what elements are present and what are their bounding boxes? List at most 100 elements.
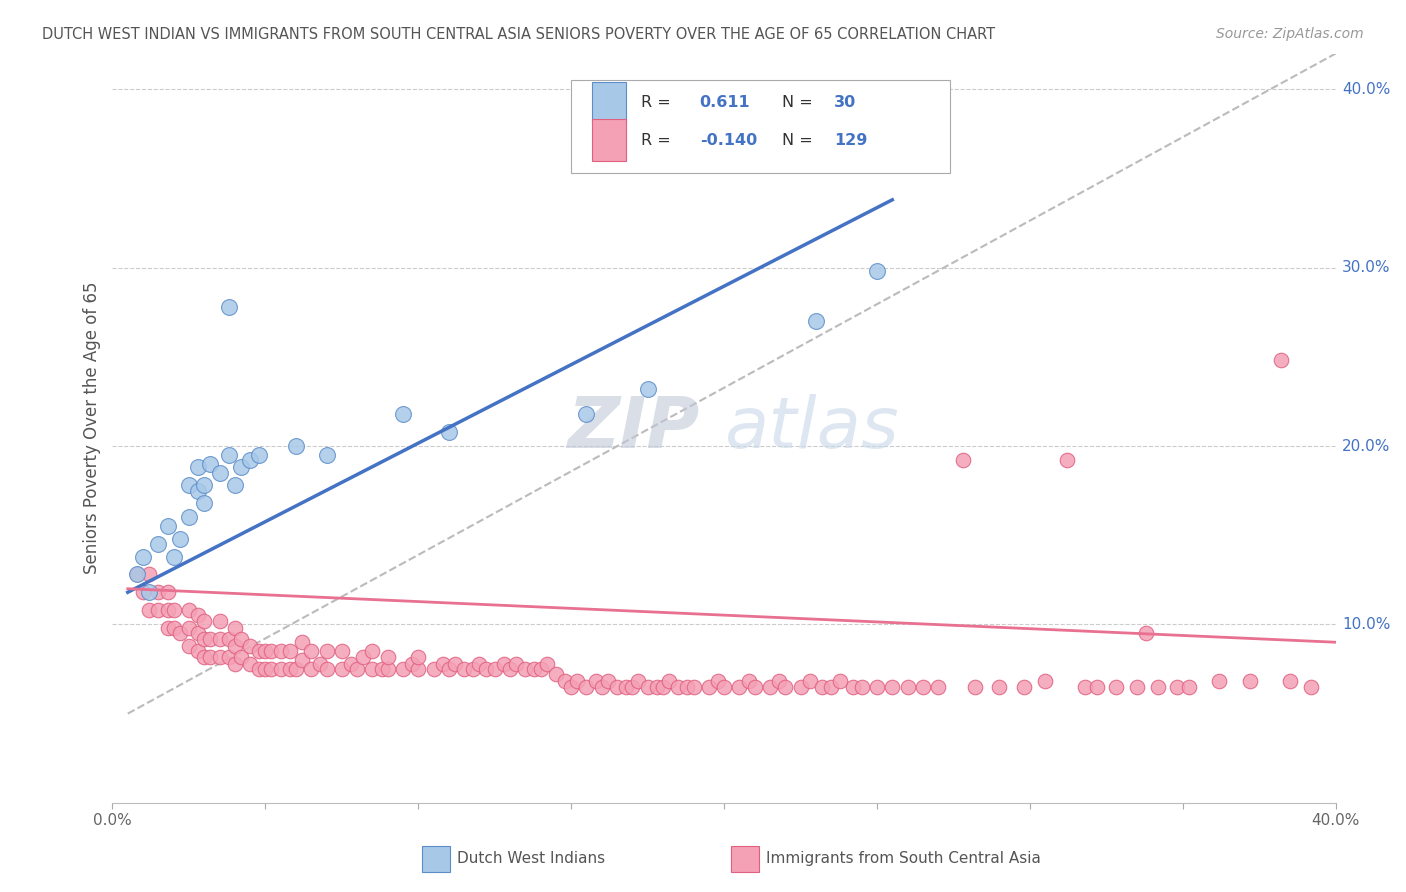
Point — [163, 603, 186, 617]
Point — [963, 680, 986, 694]
Point — [830, 674, 852, 689]
Point — [866, 680, 889, 694]
Point — [408, 662, 430, 676]
Point — [437, 425, 460, 439]
Point — [208, 614, 231, 628]
Point — [309, 657, 332, 671]
Point — [775, 680, 797, 694]
FancyBboxPatch shape — [571, 79, 950, 173]
Point — [156, 585, 179, 599]
Point — [444, 657, 467, 671]
Point — [132, 585, 155, 599]
Point — [499, 662, 522, 676]
Point — [187, 608, 209, 623]
Point — [637, 382, 659, 396]
Point — [125, 567, 148, 582]
Point — [193, 496, 215, 510]
Point — [284, 439, 308, 453]
Point — [193, 649, 215, 664]
Point — [820, 680, 842, 694]
Point — [169, 626, 191, 640]
Point — [224, 657, 246, 671]
Point — [544, 667, 567, 681]
Point — [658, 674, 681, 689]
Point — [284, 662, 308, 676]
Point — [218, 300, 240, 314]
Point — [392, 662, 415, 676]
Point — [432, 657, 454, 671]
Text: 129: 129 — [834, 133, 868, 147]
Point — [291, 653, 314, 667]
Point — [927, 680, 949, 694]
Point — [352, 649, 374, 664]
Point — [536, 657, 558, 671]
Point — [1056, 453, 1078, 467]
Point — [187, 483, 209, 498]
Point — [1208, 674, 1230, 689]
Point — [156, 603, 179, 617]
Point — [208, 649, 231, 664]
Point — [554, 674, 576, 689]
Point — [193, 614, 215, 628]
Point — [224, 478, 246, 492]
Point — [1270, 353, 1292, 368]
Point — [866, 157, 889, 171]
Point — [132, 549, 155, 564]
Point — [453, 662, 475, 676]
Point — [208, 466, 231, 480]
Point — [768, 674, 790, 689]
Text: N =: N = — [782, 133, 813, 147]
Point — [575, 407, 598, 421]
Point — [567, 674, 589, 689]
Point — [239, 453, 262, 467]
Point — [361, 662, 384, 676]
Point — [193, 632, 215, 646]
Point — [492, 657, 515, 671]
Point — [851, 680, 873, 694]
Text: ZIP: ZIP — [568, 393, 700, 463]
Point — [138, 603, 160, 617]
Point — [156, 519, 179, 533]
Point — [187, 644, 209, 658]
Point — [315, 644, 337, 658]
Point — [200, 632, 222, 646]
Point — [799, 674, 821, 689]
Point — [138, 585, 160, 599]
Point — [148, 603, 170, 617]
Text: R =: R = — [641, 133, 671, 147]
Point — [596, 674, 619, 689]
Point — [239, 657, 262, 671]
Text: 40.0%: 40.0% — [1341, 82, 1391, 96]
Point — [474, 662, 496, 676]
Point — [270, 662, 292, 676]
Point — [811, 680, 834, 694]
Text: 10.0%: 10.0% — [1341, 617, 1391, 632]
Point — [330, 662, 353, 676]
Point — [1147, 680, 1170, 694]
Point — [254, 662, 277, 676]
Point — [1166, 680, 1188, 694]
Point — [1178, 680, 1201, 694]
Point — [463, 662, 485, 676]
Point — [187, 460, 209, 475]
Point — [200, 457, 222, 471]
Point — [392, 407, 415, 421]
Point — [169, 532, 191, 546]
Point — [468, 657, 491, 671]
Point — [627, 674, 650, 689]
Point — [218, 448, 240, 462]
Point — [697, 680, 720, 694]
Point — [637, 680, 659, 694]
Point — [713, 680, 735, 694]
Point — [260, 644, 283, 658]
Point — [291, 635, 314, 649]
Point — [224, 621, 246, 635]
Point — [239, 639, 262, 653]
Point — [789, 680, 811, 694]
Point — [177, 639, 200, 653]
Point — [666, 680, 689, 694]
Point — [163, 549, 186, 564]
Point — [187, 626, 209, 640]
Point — [229, 649, 252, 664]
Point — [218, 649, 240, 664]
